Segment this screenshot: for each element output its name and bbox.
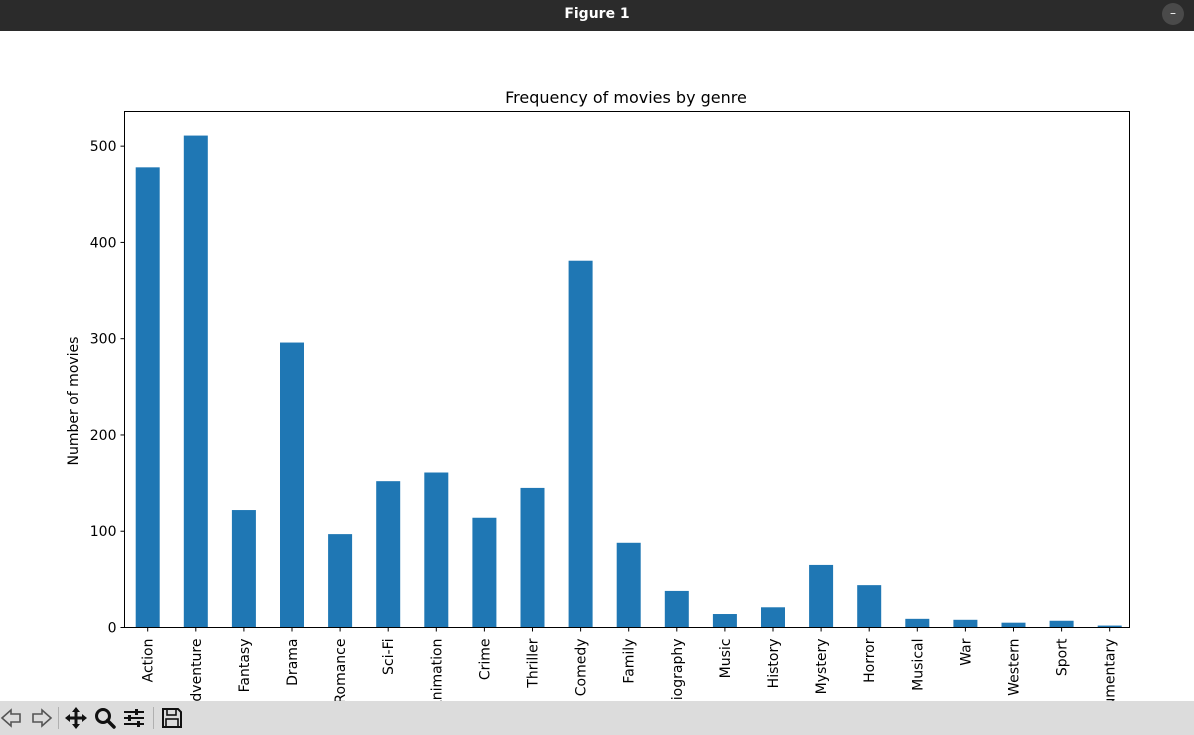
bar-musical	[905, 618, 930, 628]
bar-fantasy	[231, 510, 256, 628]
x-axis: Action Adventure Fantasy Drama Romance Sci-Fi…	[141, 627, 1119, 702]
chart-title: Frequency of movies by genre	[505, 88, 747, 107]
y-tick-label: 400	[90, 235, 117, 251]
y-tick-label: 200	[90, 428, 117, 444]
bar-crime	[472, 517, 497, 628]
move-icon	[65, 707, 87, 729]
sliders-icon	[124, 709, 144, 727]
forward-arrow-icon	[32, 708, 53, 728]
y-tick-label: 300	[90, 332, 117, 348]
x-tick-label: Animation	[429, 639, 445, 702]
x-tick-label: Sport	[1055, 638, 1071, 676]
bar-thriller	[520, 487, 545, 628]
bar-chart: Frequency of movies by genre Number of m…	[66, 88, 1130, 702]
bar-animation	[424, 472, 449, 628]
configure-subplots-button[interactable]	[121, 705, 147, 731]
y-axis-label: Number of movies	[66, 337, 82, 466]
x-tick-label: Sci-Fi	[381, 639, 397, 675]
bar-action	[135, 167, 160, 628]
x-tick-label: Drama	[285, 639, 301, 686]
y-tick-label: 100	[90, 524, 117, 540]
window-title: Figure 1	[564, 6, 630, 22]
bar-drama	[280, 342, 304, 628]
bar-biography	[664, 590, 689, 628]
y-tick-label: 500	[90, 139, 117, 155]
x-tick-label: Crime	[477, 639, 493, 681]
bar-comedy	[568, 260, 593, 628]
bar-romance	[328, 534, 353, 628]
x-tick-label: Horror	[862, 638, 878, 683]
y-axis: 0 100 200 300 400 500	[90, 139, 125, 637]
bar-documentary	[1097, 625, 1122, 628]
pan-button[interactable]	[63, 705, 89, 731]
plot-frame	[124, 111, 1130, 628]
x-tick-label: Family	[622, 639, 638, 684]
x-tick-label: Fantasy	[237, 639, 253, 693]
back-arrow-icon	[0, 708, 21, 728]
bar-history	[761, 607, 785, 628]
x-tick-label: Mystery	[814, 639, 830, 695]
floppy-disk-icon	[162, 708, 182, 728]
x-tick-label: Thriller	[526, 638, 542, 688]
navigation-toolbar	[0, 701, 1194, 735]
back-button[interactable]	[0, 705, 26, 731]
bar-horror	[857, 585, 882, 628]
save-button[interactable]	[159, 705, 185, 731]
bar-sport	[1049, 620, 1074, 628]
x-tick-label: Action	[141, 639, 157, 683]
zoom-button[interactable]	[92, 705, 118, 731]
forward-button[interactable]	[27, 705, 53, 731]
x-tick-label: History	[766, 639, 782, 689]
bar-western	[1001, 622, 1026, 628]
magnifier-icon	[95, 708, 116, 729]
toolbar-separator	[153, 707, 154, 729]
x-tick-label: Documentary	[1103, 639, 1119, 702]
bar-sci-fi	[376, 481, 401, 628]
x-tick-label: Romance	[333, 639, 349, 702]
x-tick-label: Comedy	[574, 639, 590, 697]
toolbar-separator	[58, 707, 59, 729]
bars-group	[135, 135, 1122, 628]
window-titlebar: Figure 1 –	[0, 0, 1194, 31]
x-tick-label: Musical	[910, 639, 926, 691]
bar-war	[953, 619, 978, 628]
y-tick-label: 0	[108, 621, 117, 637]
bar-music	[712, 614, 737, 628]
x-tick-label: Western	[1007, 639, 1023, 696]
x-tick-label: Biography	[670, 639, 686, 702]
bar-family	[616, 542, 641, 628]
minimize-button[interactable]: –	[1162, 3, 1184, 25]
x-tick-label: Adventure	[189, 639, 205, 702]
figure-canvas: Frequency of movies by genre Number of m…	[0, 31, 1194, 701]
bar-adventure	[183, 135, 208, 628]
x-tick-label: Music	[718, 639, 734, 679]
bar-mystery	[809, 564, 834, 628]
x-tick-label: War	[958, 638, 974, 666]
